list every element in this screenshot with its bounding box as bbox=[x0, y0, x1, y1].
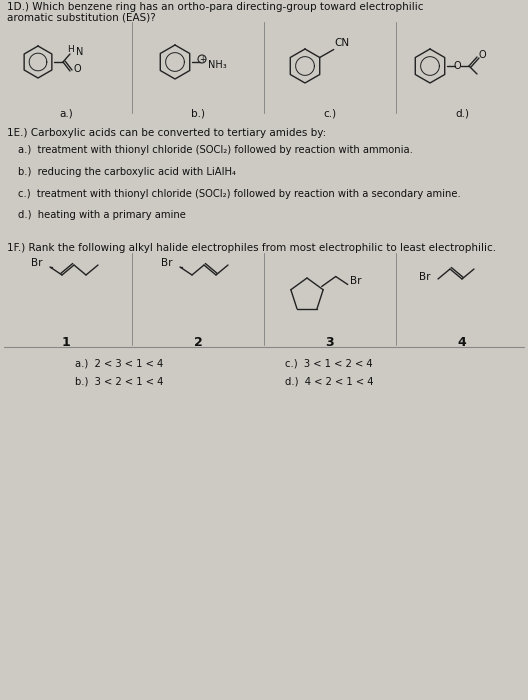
Text: O: O bbox=[453, 61, 461, 71]
Text: a.)  treatment with thionyl chloride (SOCl₂) followed by reaction with ammonia.: a.) treatment with thionyl chloride (SOC… bbox=[18, 145, 413, 155]
Text: d.)  4 < 2 < 1 < 4: d.) 4 < 2 < 1 < 4 bbox=[285, 376, 373, 386]
Text: Br: Br bbox=[161, 258, 172, 268]
Text: aromatic substitution (EAS)?: aromatic substitution (EAS)? bbox=[7, 12, 156, 22]
Text: Br: Br bbox=[419, 272, 430, 282]
Text: c.)  3 < 1 < 2 < 4: c.) 3 < 1 < 2 < 4 bbox=[285, 358, 373, 368]
Text: Br: Br bbox=[350, 276, 361, 286]
Text: 1E.) Carboxylic acids can be converted to tertiary amides by:: 1E.) Carboxylic acids can be converted t… bbox=[7, 128, 326, 138]
Text: CN: CN bbox=[335, 38, 350, 48]
Text: +: + bbox=[199, 55, 205, 64]
Text: 1D.) Which benzene ring has an ortho-para directing-group toward electrophilic: 1D.) Which benzene ring has an ortho-par… bbox=[7, 2, 423, 12]
Text: 4: 4 bbox=[458, 336, 466, 349]
Text: a.)  2 < 3 < 1 < 4: a.) 2 < 3 < 1 < 4 bbox=[75, 358, 163, 368]
Text: c.): c.) bbox=[324, 108, 336, 118]
Text: O: O bbox=[478, 50, 486, 60]
Text: b.)  3 < 2 < 1 < 4: b.) 3 < 2 < 1 < 4 bbox=[75, 376, 163, 386]
Text: O: O bbox=[73, 64, 81, 74]
Text: a.): a.) bbox=[59, 108, 73, 118]
Text: 2: 2 bbox=[194, 336, 202, 349]
Text: 1: 1 bbox=[62, 336, 70, 349]
Text: Br: Br bbox=[31, 258, 42, 268]
Text: N: N bbox=[76, 47, 83, 57]
Text: b.)  reducing the carboxylic acid with LiAlH₄: b.) reducing the carboxylic acid with Li… bbox=[18, 167, 236, 177]
Text: b.): b.) bbox=[191, 108, 205, 118]
Text: c.)  treatment with thionyl chloride (SOCl₂) followed by reaction with a seconda: c.) treatment with thionyl chloride (SOC… bbox=[18, 189, 461, 199]
Text: d.): d.) bbox=[455, 108, 469, 118]
Text: 3: 3 bbox=[326, 336, 334, 349]
Text: H: H bbox=[68, 46, 74, 55]
Text: 1F.) Rank the following alkyl halide electrophiles from most electrophilic to le: 1F.) Rank the following alkyl halide ele… bbox=[7, 243, 496, 253]
Text: d.)  heating with a primary amine: d.) heating with a primary amine bbox=[18, 210, 186, 220]
Text: NH₃: NH₃ bbox=[208, 60, 227, 70]
